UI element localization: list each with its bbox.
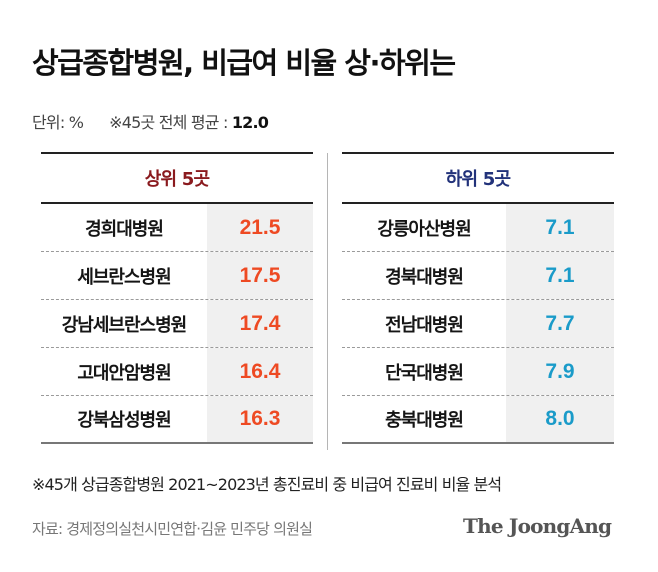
- top5-heading: 상위 5곳: [41, 154, 313, 204]
- bottom5-table: 하위 5곳 강릉아산병원 7.1 경북대병원 7.1 전남대병원 7.7 단국대병원 7…: [342, 152, 614, 452]
- table-row: 충북대병원 8.0: [342, 396, 614, 444]
- ratio-value: 7.1: [506, 252, 614, 299]
- page-title: 상급종합병원, 비급여 비율 상·하위는: [32, 46, 456, 80]
- bottom5-heading: 하위 5곳: [342, 154, 614, 204]
- table-row: 강북삼성병원 16.3: [41, 396, 313, 444]
- ratio-value: 8.0: [506, 396, 614, 442]
- hospital-name: 강남세브란스병원: [61, 314, 187, 336]
- ratio-value: 16.4: [207, 348, 313, 395]
- publisher-logo: The JoongAng: [463, 514, 612, 538]
- table-row: 세브란스병원 17.5: [41, 252, 313, 300]
- hospital-name: 고대안암병원: [77, 362, 171, 384]
- hospital-name: 전남대병원: [385, 314, 464, 336]
- hospital-name: 경희대병원: [85, 218, 164, 240]
- table-row: 경북대병원 7.1: [342, 252, 614, 300]
- footnote: ※45개 상급종합병원 2021~2023년 총진료비 중 비급여 진료비 비율…: [32, 475, 502, 494]
- hospital-name: 강릉아산병원: [377, 218, 471, 240]
- hospital-name: 충북대병원: [385, 410, 464, 431]
- unit-label: 단위: %: [32, 113, 84, 132]
- ratio-value: 21.5: [207, 204, 313, 251]
- average-label: ※45곳 전체 평균 :: [109, 113, 232, 132]
- table-row: 강남세브란스병원 17.4: [41, 300, 313, 348]
- meta-line: 단위: % ※45곳 전체 평균 : 12.0: [32, 109, 269, 133]
- source-credit: 자료: 경제정의실천시민연합·김윤 민주당 의원실: [32, 520, 313, 538]
- table-row: 전남대병원 7.7: [342, 300, 614, 348]
- ratio-value: 7.9: [506, 348, 614, 395]
- ratio-value: 7.1: [506, 204, 614, 251]
- average-value: 12.0: [231, 113, 269, 132]
- hospital-name: 세브란스병원: [77, 266, 171, 288]
- ratio-value: 7.7: [506, 300, 614, 347]
- ratio-value: 16.3: [207, 396, 313, 442]
- ratio-value: 17.5: [207, 252, 313, 299]
- table-row: 강릉아산병원 7.1: [342, 204, 614, 252]
- table-row: 고대안암병원 16.4: [41, 348, 313, 396]
- top5-table: 상위 5곳 경희대병원 21.5 세브란스병원 17.5 강남세브란스병원 17.4 …: [41, 152, 313, 452]
- hospital-name: 경북대병원: [385, 266, 464, 288]
- ratio-value: 17.4: [207, 300, 313, 347]
- table-row: 경희대병원 21.5: [41, 204, 313, 252]
- hospital-name: 단국대병원: [385, 362, 464, 384]
- hospital-name: 강북삼성병원: [77, 410, 171, 431]
- table-row: 단국대병원 7.9: [342, 348, 614, 396]
- column-divider: [327, 153, 328, 450]
